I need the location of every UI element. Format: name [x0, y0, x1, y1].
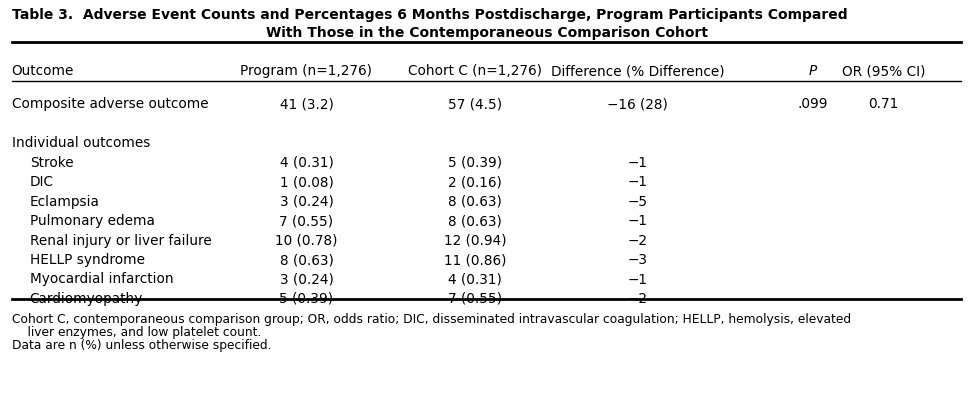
- Text: Composite adverse outcome: Composite adverse outcome: [12, 97, 208, 111]
- Text: −1: −1: [628, 175, 647, 189]
- Text: −1: −1: [628, 272, 647, 286]
- Text: 1 (0.08): 1 (0.08): [279, 175, 334, 189]
- Text: 11 (0.86): 11 (0.86): [444, 253, 506, 267]
- Text: −1: −1: [628, 214, 647, 228]
- Text: DIC: DIC: [29, 175, 54, 189]
- Text: 0.71: 0.71: [868, 97, 899, 111]
- Text: 5 (0.39): 5 (0.39): [448, 156, 502, 169]
- Text: Myocardial infarction: Myocardial infarction: [29, 272, 173, 286]
- Text: P: P: [809, 64, 816, 78]
- Text: Cohort C (n=1,276): Cohort C (n=1,276): [408, 64, 542, 78]
- Text: 8 (0.63): 8 (0.63): [279, 253, 334, 267]
- Text: Pulmonary edema: Pulmonary edema: [29, 214, 155, 228]
- Text: 8 (0.63): 8 (0.63): [448, 194, 502, 208]
- Text: 10 (0.78): 10 (0.78): [275, 234, 338, 248]
- Text: Difference (% Difference): Difference (% Difference): [551, 64, 724, 78]
- Text: Outcome: Outcome: [12, 64, 74, 78]
- Text: 4 (0.31): 4 (0.31): [448, 272, 502, 286]
- Text: Data are n (%) unless otherwise specified.: Data are n (%) unless otherwise specifie…: [12, 339, 271, 352]
- Text: −3: −3: [628, 253, 647, 267]
- Text: liver enzymes, and low platelet count.: liver enzymes, and low platelet count.: [12, 326, 261, 339]
- Text: 41 (3.2): 41 (3.2): [279, 97, 334, 111]
- Text: 7 (0.55): 7 (0.55): [279, 214, 334, 228]
- Text: .099: .099: [797, 97, 828, 111]
- Text: 3 (0.24): 3 (0.24): [279, 272, 334, 286]
- Text: Program (n=1,276): Program (n=1,276): [240, 64, 373, 78]
- Text: Table 3.  Adverse Event Counts and Percentages 6 Months Postdischarge, Program P: Table 3. Adverse Event Counts and Percen…: [12, 8, 847, 22]
- Text: 8 (0.63): 8 (0.63): [448, 214, 502, 228]
- Text: 5 (0.39): 5 (0.39): [279, 292, 334, 306]
- Text: OR (95% CI): OR (95% CI): [842, 64, 925, 78]
- Text: −1: −1: [628, 156, 647, 169]
- Text: 2 (0.16): 2 (0.16): [448, 175, 502, 189]
- Text: −16 (28): −16 (28): [607, 97, 667, 111]
- Text: 7 (0.55): 7 (0.55): [448, 292, 502, 306]
- Text: 4 (0.31): 4 (0.31): [279, 156, 334, 169]
- Text: −5: −5: [628, 194, 647, 208]
- Text: −2: −2: [628, 234, 647, 248]
- Text: Cohort C, contemporaneous comparison group; OR, odds ratio; DIC, disseminated in: Cohort C, contemporaneous comparison gro…: [12, 313, 850, 326]
- Text: 57 (4.5): 57 (4.5): [448, 97, 502, 111]
- Text: 12 (0.94): 12 (0.94): [444, 234, 506, 248]
- Text: Individual outcomes: Individual outcomes: [12, 136, 150, 150]
- Text: Cardiomyopathy: Cardiomyopathy: [29, 292, 143, 306]
- Text: Renal injury or liver failure: Renal injury or liver failure: [29, 234, 211, 248]
- Text: With Those in the Contemporaneous Comparison Cohort: With Those in the Contemporaneous Compar…: [266, 26, 707, 40]
- Text: 3 (0.24): 3 (0.24): [279, 194, 334, 208]
- Text: Stroke: Stroke: [29, 156, 73, 169]
- Text: HELLP syndrome: HELLP syndrome: [29, 253, 145, 267]
- Text: −2: −2: [628, 292, 647, 306]
- Text: Eclampsia: Eclampsia: [29, 194, 99, 208]
